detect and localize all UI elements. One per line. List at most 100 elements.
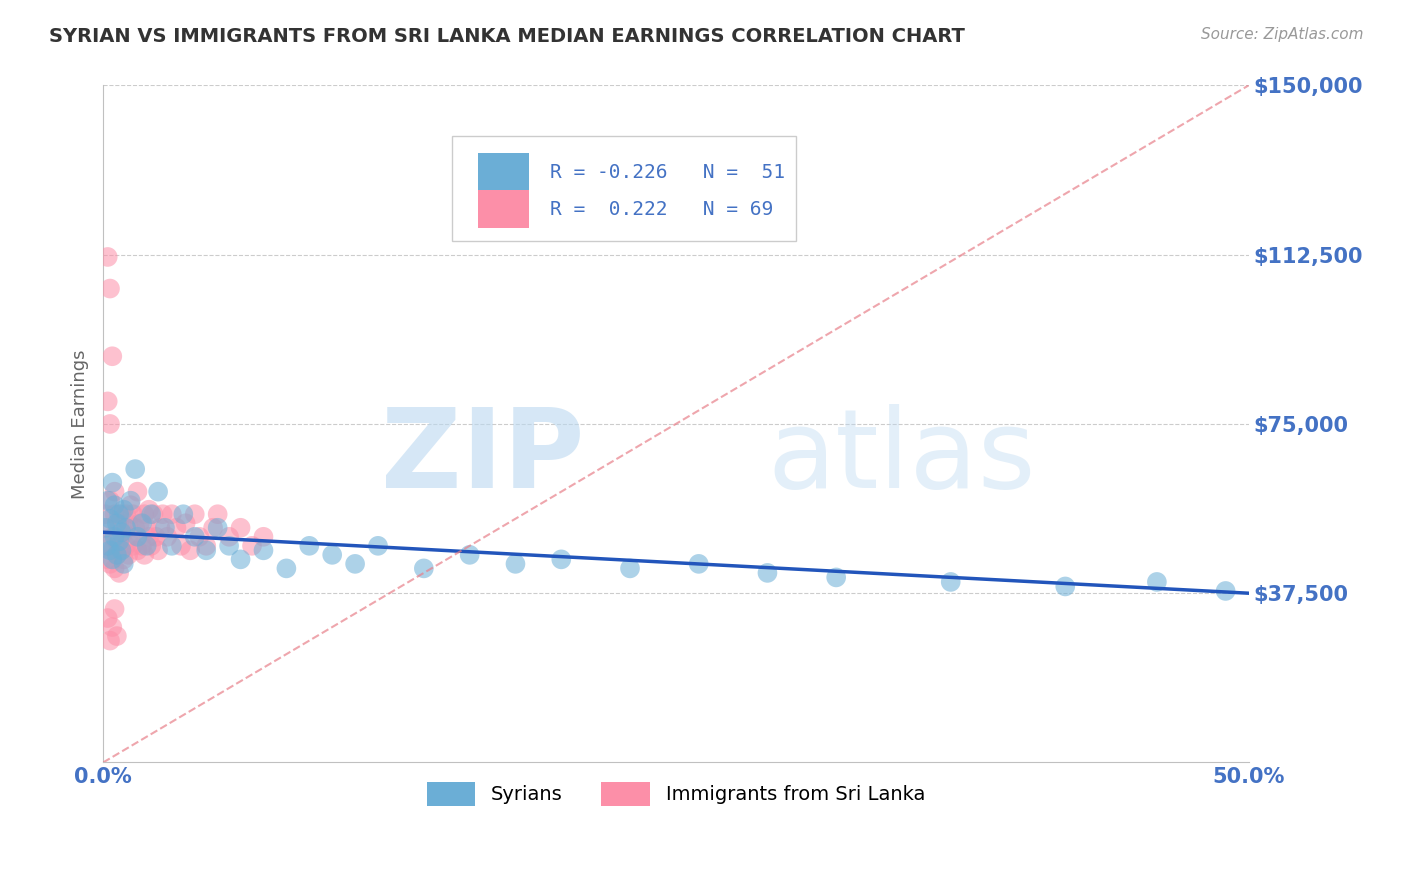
Point <box>367 539 389 553</box>
Text: atlas: atlas <box>768 404 1036 511</box>
Point <box>103 507 125 521</box>
Point <box>97 539 120 553</box>
Point <box>98 281 121 295</box>
Point <box>124 462 146 476</box>
Point <box>252 543 274 558</box>
Point <box>94 507 117 521</box>
Text: R = -0.226   N =  51: R = -0.226 N = 51 <box>550 162 785 182</box>
Point <box>103 484 125 499</box>
Point <box>108 534 131 549</box>
Point <box>207 507 229 521</box>
Point <box>135 539 157 553</box>
Point <box>98 493 121 508</box>
Text: R =  0.222   N = 69: R = 0.222 N = 69 <box>550 200 773 219</box>
FancyBboxPatch shape <box>453 136 796 241</box>
Point <box>127 543 149 558</box>
Point <box>97 493 120 508</box>
Point <box>101 475 124 490</box>
Point <box>105 516 128 531</box>
Point <box>98 543 121 558</box>
Point <box>134 548 156 562</box>
Point <box>105 629 128 643</box>
Point <box>276 561 298 575</box>
Point <box>110 525 132 540</box>
Point <box>160 507 183 521</box>
Point <box>550 552 572 566</box>
Point <box>122 539 145 553</box>
Point <box>229 521 252 535</box>
Point <box>195 539 218 553</box>
Point <box>825 570 848 584</box>
Point <box>174 516 197 531</box>
Point <box>146 543 169 558</box>
Point <box>97 250 120 264</box>
Point <box>138 502 160 516</box>
Point <box>939 574 962 589</box>
Point <box>321 548 343 562</box>
Point <box>134 507 156 521</box>
Point <box>115 521 138 535</box>
Text: ZIP: ZIP <box>381 404 583 511</box>
Point <box>202 521 225 535</box>
Point <box>229 552 252 566</box>
Point <box>97 611 120 625</box>
Point <box>344 557 367 571</box>
Point <box>112 525 135 540</box>
Point <box>152 507 174 521</box>
Point <box>127 530 149 544</box>
Point <box>117 548 139 562</box>
FancyBboxPatch shape <box>478 153 529 190</box>
Point <box>1215 584 1237 599</box>
Point <box>505 557 527 571</box>
Point <box>298 539 321 553</box>
Point <box>124 521 146 535</box>
Point <box>619 561 641 575</box>
Point <box>252 530 274 544</box>
Point <box>458 548 481 562</box>
Point <box>179 543 201 558</box>
Point <box>115 539 138 553</box>
Point <box>110 543 132 558</box>
Point <box>105 534 128 549</box>
Point <box>160 539 183 553</box>
Point <box>115 507 138 521</box>
Point <box>108 539 131 553</box>
Point <box>135 521 157 535</box>
Point <box>117 516 139 531</box>
Point <box>172 507 194 521</box>
Point <box>112 557 135 571</box>
Point <box>108 566 131 580</box>
Point <box>110 543 132 558</box>
Point <box>1054 579 1077 593</box>
Point <box>108 507 131 521</box>
Point <box>153 521 176 535</box>
Point <box>412 561 434 575</box>
Y-axis label: Median Earnings: Median Earnings <box>72 349 89 499</box>
Point <box>101 552 124 566</box>
Point <box>131 516 153 531</box>
Legend: Syrians, Immigrants from Sri Lanka: Syrians, Immigrants from Sri Lanka <box>419 774 932 814</box>
Point <box>97 521 120 535</box>
Point <box>120 530 142 544</box>
Point <box>94 539 117 553</box>
Point <box>101 349 124 363</box>
Point <box>101 543 124 558</box>
Point <box>156 530 179 544</box>
Point <box>110 507 132 521</box>
Point <box>170 539 193 553</box>
Point <box>105 548 128 562</box>
Point <box>141 507 163 521</box>
Point <box>145 530 167 544</box>
Point <box>138 530 160 544</box>
Point <box>98 557 121 571</box>
Point <box>112 552 135 566</box>
Point <box>98 417 121 431</box>
Point <box>240 539 263 553</box>
Point <box>98 633 121 648</box>
Point <box>146 484 169 499</box>
Point <box>141 539 163 553</box>
Point <box>149 521 172 535</box>
Point <box>218 539 240 553</box>
Point <box>105 548 128 562</box>
Point <box>128 516 150 531</box>
